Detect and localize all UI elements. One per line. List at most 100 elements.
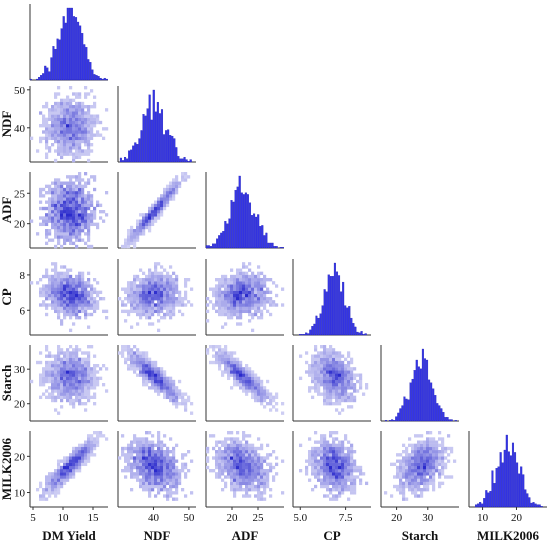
heat-cell-cp-vs-ndf — [166, 306, 170, 310]
heat-cell-milk2006-vs-adf — [230, 453, 234, 457]
hist-bar-ndf — [124, 156, 127, 163]
heat-cell-starch-vs-dm-yield — [72, 370, 76, 374]
heat-cell-starch-vs-dm-yield — [39, 351, 43, 355]
heat-cell-starch-vs-ndf — [157, 389, 161, 393]
heat-cell-ndf-vs-dm-yield — [51, 120, 55, 125]
heat-cell-adf-vs-dm-yield — [54, 222, 58, 227]
heat-cell-cp-vs-ndf — [157, 293, 161, 298]
heat-cell-cp-vs-dm-yield — [42, 300, 46, 304]
heat-cell-milk2006-vs-starch — [432, 443, 436, 448]
heat-cell-cp-vs-dm-yield — [51, 293, 55, 298]
heat-cell-milk2006-vs-dm-yield — [51, 475, 55, 479]
heat-cell-milk2006-vs-adf — [263, 497, 267, 501]
heat-cell-cp-vs-adf — [263, 300, 267, 304]
heat-cell-cp-vs-adf — [230, 293, 234, 298]
heat-cell-adf-vs-ndf — [160, 200, 164, 204]
hist-bar-starch — [448, 419, 451, 422]
heat-cell-milk2006-vs-cp — [341, 469, 345, 473]
heat-cell-cp-vs-dm-yield — [63, 316, 67, 320]
heat-cell-starch-vs-cp — [338, 370, 342, 374]
heat-cell-ndf-vs-dm-yield — [51, 127, 55, 131]
heat-cell-adf-vs-dm-yield — [69, 238, 73, 242]
heat-cell-ndf-vs-dm-yield — [45, 101, 49, 106]
heat-cell-milk2006-vs-adf — [242, 494, 246, 498]
heat-cell-milk2006-vs-cp — [335, 497, 339, 501]
heat-cell-milk2006-vs-adf — [218, 456, 222, 460]
heat-cell-milk2006-vs-adf — [233, 488, 237, 492]
hist-bar-milk2006 — [477, 503, 480, 508]
heat-cell-milk2006-vs-dm-yield — [84, 443, 88, 448]
hist-bar-adf — [218, 235, 221, 249]
heat-cell-cp-vs-adf — [260, 309, 264, 314]
heat-cell-starch-vs-cp — [311, 373, 315, 377]
heat-cell-cp-vs-adf — [257, 281, 261, 285]
heat-cell-starch-vs-adf — [236, 376, 240, 381]
heat-cell-cp-vs-adf — [218, 309, 222, 314]
heat-cell-milk2006-vs-ndf — [130, 456, 134, 460]
heat-cell-starch-vs-cp — [341, 386, 345, 390]
heat-cell-starch-vs-adf — [230, 354, 234, 358]
heat-cell-starch-vs-ndf — [166, 389, 170, 393]
heat-cell-milk2006-vs-starch — [447, 434, 451, 438]
heat-cell-cp-vs-dm-yield — [39, 287, 43, 291]
heat-cell-cp-vs-adf — [251, 284, 255, 288]
heat-cell-starch-vs-cp — [308, 373, 312, 377]
heat-cell-adf-vs-dm-yield — [63, 200, 67, 204]
heat-cell-cp-vs-dm-yield — [54, 303, 58, 307]
heat-cell-milk2006-vs-adf — [266, 462, 270, 467]
heat-cell-cp-vs-dm-yield — [54, 297, 58, 301]
hist-bar-adf — [244, 192, 247, 249]
heat-cell-milk2006-vs-cp — [356, 469, 360, 473]
heat-cell-cp-vs-dm-yield — [69, 309, 73, 314]
heat-cell-starch-vs-adf — [275, 408, 279, 412]
heat-cell-starch-vs-adf — [236, 367, 240, 371]
heat-cell-cp-vs-dm-yield — [30, 281, 34, 285]
heat-cell-cp-vs-ndf — [178, 303, 182, 307]
heat-cell-milk2006-vs-dm-yield — [48, 475, 52, 479]
heat-cell-starch-vs-ndf — [142, 354, 146, 358]
heat-cell-cp-vs-adf — [224, 293, 228, 298]
heat-cell-milk2006-vs-starch — [408, 437, 412, 441]
heat-cell-adf-vs-dm-yield — [57, 225, 61, 230]
heat-cell-milk2006-vs-starch — [429, 469, 433, 473]
heat-cell-starch-vs-dm-yield — [48, 370, 52, 374]
heat-cell-cp-vs-dm-yield — [45, 306, 49, 310]
heat-cell-milk2006-vs-dm-yield — [87, 446, 91, 451]
heat-cell-starch-vs-adf — [245, 392, 249, 396]
heat-cell-cp-vs-dm-yield — [96, 281, 100, 285]
heat-cell-adf-vs-dm-yield — [81, 222, 85, 227]
heat-cell-adf-vs-dm-yield — [66, 235, 70, 239]
heat-cell-milk2006-vs-cp — [347, 440, 351, 444]
heat-cell-starch-vs-ndf — [130, 348, 134, 352]
heat-cell-starch-vs-dm-yield — [93, 354, 97, 358]
heat-cell-cp-vs-adf — [230, 274, 234, 279]
heat-cell-adf-vs-dm-yield — [75, 203, 79, 208]
hist-bar-starch — [426, 359, 429, 422]
heat-cell-milk2006-vs-adf — [263, 484, 267, 489]
heat-cell-milk2006-vs-ndf — [154, 453, 158, 457]
heat-cell-starch-vs-dm-yield — [63, 351, 67, 355]
heat-cell-starch-vs-dm-yield — [81, 370, 85, 374]
hist-bar-milk2006 — [530, 502, 533, 508]
heat-cell-milk2006-vs-ndf — [157, 488, 161, 492]
heat-cell-starch-vs-dm-yield — [51, 398, 55, 403]
heat-cell-milk2006-vs-adf — [257, 478, 261, 482]
heat-cell-milk2006-vs-ndf — [145, 469, 149, 473]
heat-cell-milk2006-vs-dm-yield — [72, 462, 76, 467]
hist-bar-dm-yield — [68, 7, 71, 81]
heat-cell-cp-vs-ndf — [169, 274, 173, 279]
heat-cell-starch-vs-cp — [314, 383, 318, 387]
heat-cell-milk2006-vs-cp — [311, 450, 315, 454]
heat-cell-milk2006-vs-dm-yield — [87, 434, 91, 438]
heat-cell-cp-vs-dm-yield — [93, 297, 97, 301]
heat-cell-cp-vs-ndf — [151, 312, 155, 317]
heat-cell-milk2006-vs-cp — [338, 494, 342, 498]
heat-cell-starch-vs-dm-yield — [87, 379, 91, 384]
heat-cell-cp-vs-dm-yield — [69, 316, 73, 320]
heat-cell-milk2006-vs-starch — [447, 446, 451, 451]
heat-cell-starch-vs-cp — [341, 379, 345, 384]
heat-cell-adf-vs-dm-yield — [78, 184, 82, 189]
heat-cell-milk2006-vs-ndf — [142, 472, 146, 476]
heat-cell-cp-vs-dm-yield — [51, 303, 55, 307]
heat-cell-cp-vs-dm-yield — [72, 297, 76, 301]
